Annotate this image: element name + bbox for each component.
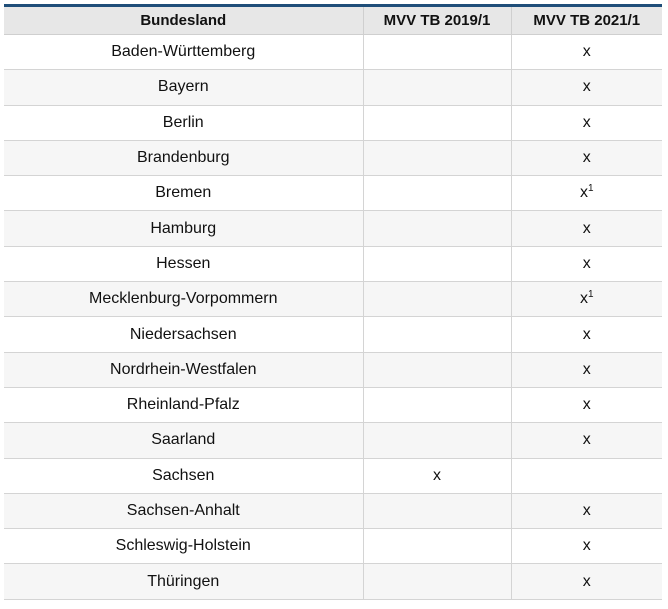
table-row: Bremen x1 [4, 175, 662, 212]
tb2019-cell [362, 316, 511, 353]
state-cell: Berlin [4, 105, 363, 141]
table-row: Brandenburg x [4, 140, 662, 177]
tb2021-mark: x [579, 184, 588, 202]
tb2021-mark: x [582, 219, 591, 237]
state-cell: Sachsen [4, 458, 363, 494]
state-cell: Thüringen [4, 563, 363, 600]
tb2019-cell [362, 281, 511, 318]
tb2019-cell [362, 528, 511, 565]
tb2021-cell: x [510, 387, 662, 424]
tb2021-mark: x [582, 572, 591, 590]
tb2019-cell [362, 246, 511, 283]
header-mvv-tb-2019: MVV TB 2019/1 [362, 7, 511, 35]
tb2021-mark: x [582, 502, 591, 519]
tb2019-cell [362, 563, 511, 600]
tb2019-cell [362, 387, 511, 424]
state-cell: Niedersachsen [4, 316, 363, 353]
table-row: Mecklenburg-Vorpommern x1 [4, 281, 662, 318]
table-header-row: Bundesland MVV TB 2019/1 MVV TB 2021/1 [4, 7, 662, 35]
tb2021-cell: x [510, 140, 662, 177]
state-cell: Bayern [4, 69, 363, 106]
tb2021-mark: x [582, 78, 591, 96]
state-cell: Sachsen-Anhalt [4, 493, 363, 530]
tb2021-cell: x [510, 210, 662, 247]
tb2021-mark: x [579, 290, 588, 308]
state-cell: Mecklenburg-Vorpommern [4, 281, 363, 318]
state-table-container: Bundesland MVV TB 2019/1 MVV TB 2021/1 B… [4, 4, 662, 600]
tb2021-cell [510, 458, 662, 494]
header-bundesland: Bundesland [4, 7, 363, 35]
table-row: Schleswig-Holstein x [4, 528, 662, 565]
tb2019-cell [362, 352, 511, 388]
header-mvv-tb-2021: MVV TB 2021/1 [510, 7, 662, 35]
tb2021-mark: x [582, 537, 591, 555]
table-row: Niedersachsen x [4, 316, 662, 353]
table-row: Sachsen-Anhalt x [4, 493, 662, 530]
tb2021-cell: x [510, 246, 662, 283]
tb2021-mark: x [582, 396, 591, 414]
state-cell: Nordrhein-Westfalen [4, 352, 363, 388]
tb2021-cell: x [510, 316, 662, 353]
tb2021-cell: x [510, 528, 662, 565]
state-cell: Brandenburg [4, 140, 363, 177]
tb2021-mark: x [582, 360, 591, 378]
tb2021-cell: x1 [510, 281, 662, 318]
table-top-rule [4, 4, 662, 7]
tb2021-cell: x [510, 493, 662, 530]
table-row: Hamburg x [4, 210, 662, 247]
tb2019-cell [362, 105, 511, 141]
tb2019-cell [362, 210, 511, 247]
tb2019-cell [362, 422, 511, 459]
tb2021-cell: x [510, 34, 662, 71]
table-row: Baden-Württemberg x [4, 34, 662, 71]
tb2021-mark: x [582, 43, 591, 61]
tb2021-cell: x [510, 69, 662, 106]
footnote-marker: 1 [587, 289, 594, 301]
state-cell: Baden-Württemberg [4, 34, 363, 71]
state-cell: Rheinland-Pfalz [4, 387, 363, 424]
state-table: Bundesland MVV TB 2019/1 MVV TB 2021/1 B… [4, 7, 662, 600]
tb2021-cell: x [510, 422, 662, 459]
tb2019-cell [362, 140, 511, 177]
tb2021-mark: x [582, 325, 591, 343]
state-cell: Hamburg [4, 210, 363, 247]
tb2021-cell: x1 [510, 175, 662, 212]
table-row: Sachsen x [4, 458, 662, 494]
table-row: Hessen x [4, 246, 662, 283]
table-row: Saarland x [4, 422, 662, 459]
tb2019-cell [362, 175, 511, 212]
tb2021-mark: x [582, 113, 591, 131]
tb2021-mark: x [582, 431, 591, 449]
tb2021-cell: x [510, 563, 662, 600]
tb2019-cell: x [362, 458, 511, 494]
tb2019-cell [362, 493, 511, 530]
table-row: Nordrhein-Westfalen x [4, 352, 662, 388]
table-row: Thüringen x [4, 563, 662, 600]
table-row: Rheinland-Pfalz x [4, 387, 662, 424]
state-cell: Saarland [4, 422, 363, 459]
tb2021-mark: x [582, 254, 591, 272]
tb2019-cell [362, 34, 511, 71]
tb2021-mark: x [582, 149, 591, 167]
tb2019-cell [362, 69, 511, 106]
state-cell: Bremen [4, 175, 363, 212]
tb2021-cell: x [510, 105, 662, 141]
state-cell: Hessen [4, 246, 363, 283]
table-body: Baden-Württemberg x Bayern x Berlin x Br… [4, 34, 662, 600]
table-row: Bayern x [4, 69, 662, 106]
tb2021-cell: x [510, 352, 662, 388]
footnote-marker: 1 [587, 183, 594, 195]
table-row: Berlin x [4, 105, 662, 141]
state-cell: Schleswig-Holstein [4, 528, 363, 565]
